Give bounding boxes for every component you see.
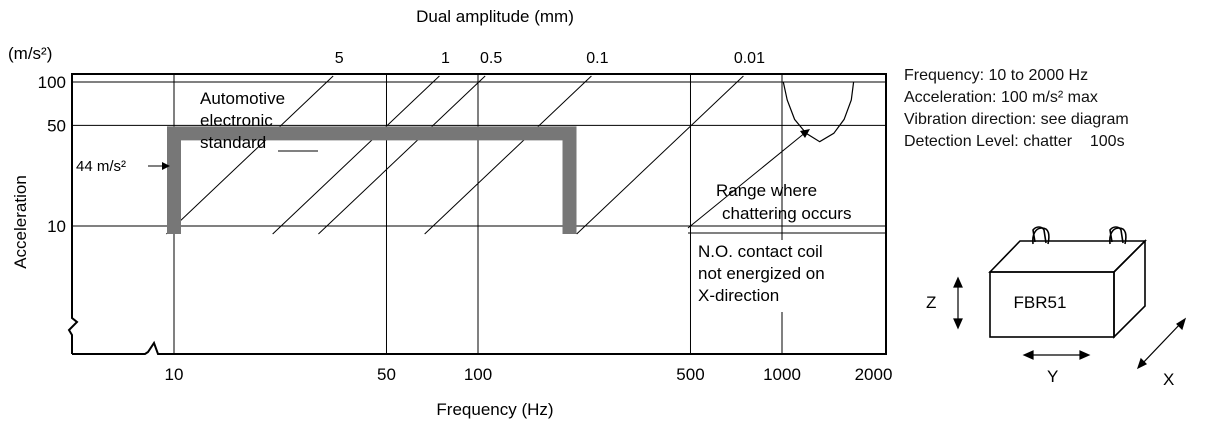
amplitude-line (576, 75, 744, 235)
contact-label-line: not energized on (698, 264, 825, 283)
contact-label-line: N.O. contact coil (698, 242, 823, 261)
spec-acceleration: Acceleration: 100 m/s² max (904, 89, 1098, 106)
chart-labels: 10 50 100 500 1000 20001050100Automotiveelect… (38, 73, 893, 384)
x-tick-label: 2000 (855, 365, 893, 384)
arrow-up-right-icon (1176, 317, 1187, 331)
arrow-up-right-icon (800, 129, 810, 138)
device-label: FBR51 (1014, 293, 1067, 312)
x-tick-label: 50 (377, 365, 396, 384)
standard-label-line: Automotive (200, 89, 285, 108)
x-tick-label: 100 (464, 365, 492, 384)
arrow-left-icon (1022, 350, 1034, 360)
y-axis-label: Acceleration (11, 175, 30, 269)
amplitude-line (166, 75, 334, 235)
spec-frequency: Frequency: 10 to 2000 Hz (904, 67, 1089, 84)
chart-grid (72, 74, 886, 354)
chatter-label-line: chattering occurs (722, 204, 851, 223)
axis-arrows (953, 276, 1187, 370)
plot-border (67, 73, 887, 355)
y-tick-label: 50 (47, 116, 66, 135)
axis-x-label: X (1163, 370, 1174, 389)
device-front-face (989, 271, 1115, 338)
amplitude-label: 0.01 (734, 50, 765, 67)
standard-band (167, 81, 855, 234)
standard-leader-gap (300, 151, 318, 155)
dual-amplitude-lines: 5 1 0.5 0.1 0.01 (166, 50, 765, 235)
x-axis-label: Frequency (Hz) (436, 400, 553, 419)
y-tick-label: 100 (38, 73, 66, 92)
standard-label-line: standard (200, 133, 266, 152)
amplitude-line (272, 75, 440, 235)
y-tick-label: 10 (47, 217, 66, 236)
amplitude-label: 5 (335, 50, 344, 67)
spec-detection-level: Detection Level: chatter 100s (904, 133, 1125, 150)
chatter-label-line: Range where (716, 181, 817, 200)
device-top-face (988, 240, 1147, 273)
chatter-curve (782, 81, 855, 143)
amplitude-line (424, 75, 592, 235)
terminal-pin (1032, 226, 1047, 244)
device-side-face (1113, 239, 1146, 339)
x-tick-label: 1000 (763, 365, 801, 384)
standard-band-path (167, 126, 577, 234)
chatter-leader (687, 131, 807, 229)
arrow-right-icon (1079, 350, 1091, 360)
top-axis-label: Dual amplitude (mm) (416, 7, 574, 26)
axis-y-label: Y (1047, 367, 1058, 386)
arrow-up-icon (953, 276, 963, 288)
plot-frame (67, 73, 887, 355)
x-tick-label: 10 (165, 365, 184, 384)
arrow-down-icon (953, 318, 963, 330)
axis-z-label: Z (926, 293, 936, 312)
amplitude-line (318, 75, 486, 235)
amplitude-label: 1 (441, 50, 450, 67)
spec-vibration-direction: Vibration direction: see diagram (904, 111, 1129, 128)
level-label: 44 m/s² (76, 158, 126, 175)
arrow-right-icon (162, 162, 170, 170)
terminal-pin (1109, 226, 1124, 244)
device-diagram (988, 226, 1147, 339)
contact-label-line: X-direction (698, 286, 779, 305)
y-unit-label: (m/s²) (8, 44, 52, 63)
amplitude-label: 0.1 (586, 50, 608, 67)
x-tick-label: 500 (676, 365, 704, 384)
standard-label-line: electronic (200, 111, 273, 130)
annotation-background (696, 240, 874, 312)
amplitude-label: 0.5 (480, 50, 502, 67)
arrow-down-left-icon (1136, 357, 1148, 370)
